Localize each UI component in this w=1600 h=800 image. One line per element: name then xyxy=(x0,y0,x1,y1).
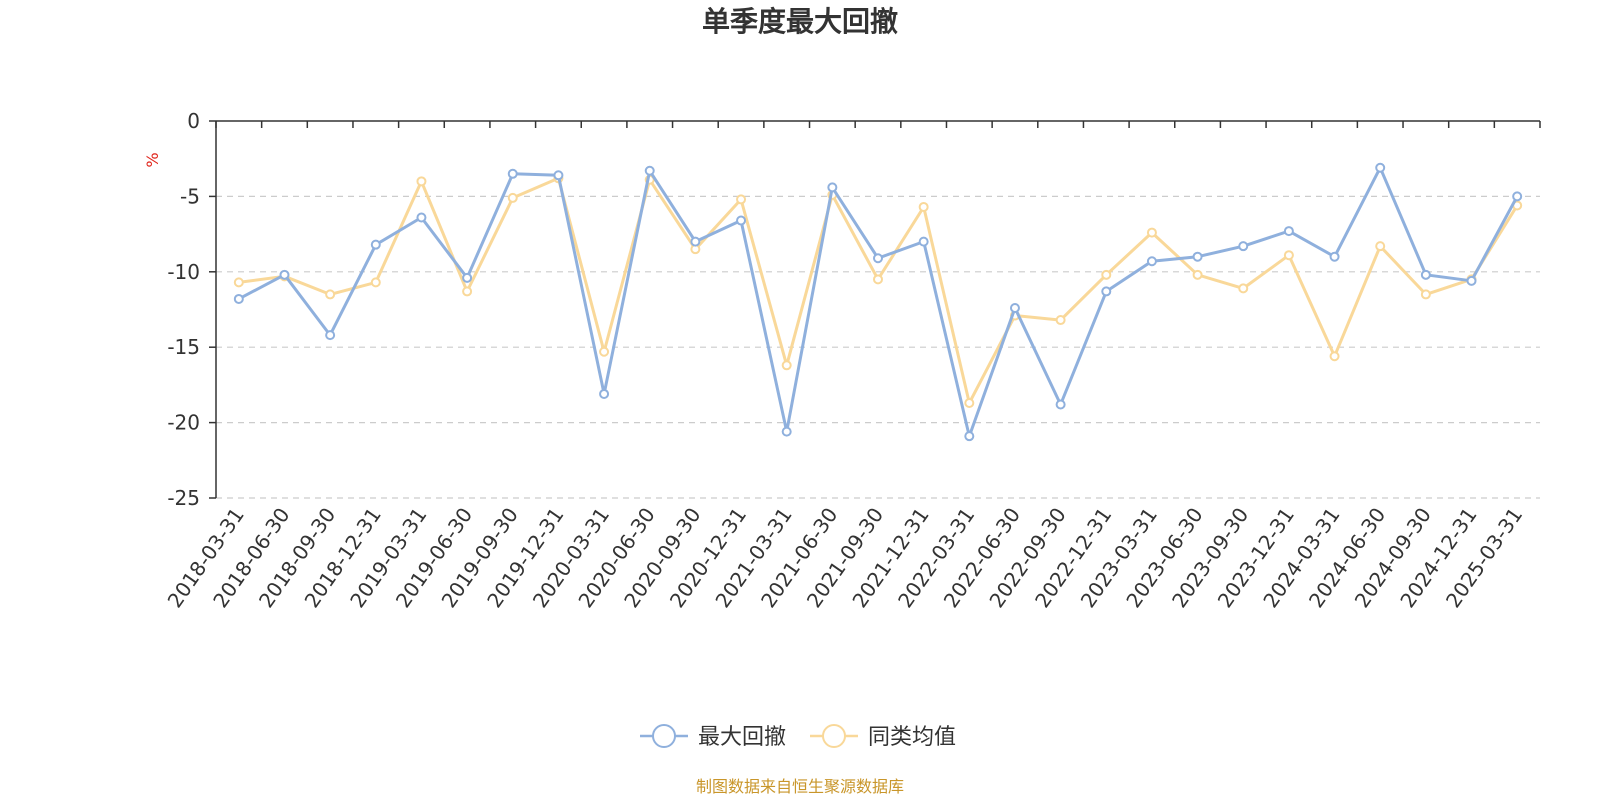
legend[interactable]: 最大回撤 同类均值 xyxy=(640,724,956,750)
data-point[interactable] xyxy=(1283,226,1294,237)
legend-marker-icon xyxy=(822,724,846,748)
data-point[interactable] xyxy=(873,253,883,264)
series-line xyxy=(238,176,1519,405)
data-point[interactable] xyxy=(736,194,747,205)
data-point[interactable] xyxy=(416,176,427,187)
data-point[interactable] xyxy=(736,215,747,226)
data-point[interactable] xyxy=(781,426,792,437)
data-point[interactable] xyxy=(1375,162,1386,173)
data-point[interactable] xyxy=(370,239,381,250)
y-tick-label: -25 xyxy=(167,486,200,510)
y-unit-label: % xyxy=(143,152,162,167)
y-tick-label: -10 xyxy=(167,260,200,284)
data-point[interactable] xyxy=(964,397,975,408)
grid-lines xyxy=(216,195,1540,499)
data-point[interactable] xyxy=(325,289,336,300)
data-point[interactable] xyxy=(233,293,244,304)
data-point[interactable] xyxy=(1009,302,1020,313)
y-tick-label: 0 xyxy=(187,109,200,133)
series-1 xyxy=(233,162,1523,442)
legend-label: 最大回撤 xyxy=(698,725,786,750)
data-point[interactable] xyxy=(599,388,610,399)
y-tick-label: -20 xyxy=(167,411,200,435)
data-point[interactable] xyxy=(690,236,701,247)
y-tick-label: -15 xyxy=(167,335,200,359)
data-point[interactable] xyxy=(1146,256,1157,267)
series-2 xyxy=(233,173,1523,408)
data-point[interactable] xyxy=(1420,269,1431,280)
data-point[interactable] xyxy=(1512,191,1523,202)
data-point[interactable] xyxy=(1466,275,1477,286)
data-point[interactable] xyxy=(1238,241,1249,252)
data-point[interactable] xyxy=(827,182,838,193)
data-point[interactable] xyxy=(1192,251,1203,262)
legend-item-2[interactable]: 同类均值 xyxy=(810,724,956,750)
data-point[interactable] xyxy=(1055,399,1066,410)
data-point[interactable] xyxy=(1192,269,1203,280)
data-point[interactable] xyxy=(1146,227,1157,238)
legend-label: 同类均值 xyxy=(868,725,956,750)
data-point[interactable] xyxy=(918,236,929,247)
data-point[interactable] xyxy=(918,201,929,212)
data-point[interactable] xyxy=(1101,269,1112,280)
data-point[interactable] xyxy=(233,277,244,288)
y-tick-label: -5 xyxy=(180,184,200,208)
data-point[interactable] xyxy=(553,170,564,181)
data-point[interactable] xyxy=(1375,241,1386,252)
data-point[interactable] xyxy=(462,286,473,297)
data-point[interactable] xyxy=(1283,250,1294,261)
data-point[interactable] xyxy=(644,165,655,176)
data-point[interactable] xyxy=(1420,289,1431,300)
chart-title: 单季度最大回撤 xyxy=(702,5,898,38)
legend-item-1[interactable]: 最大回撤 xyxy=(640,724,786,750)
data-point[interactable] xyxy=(1101,286,1112,297)
data-point[interactable] xyxy=(1329,251,1340,262)
data-point[interactable] xyxy=(781,360,792,371)
data-point[interactable] xyxy=(370,277,381,288)
data-point[interactable] xyxy=(1329,351,1340,362)
data-point[interactable] xyxy=(416,212,427,223)
data-point[interactable] xyxy=(873,274,883,285)
legend-marker-icon xyxy=(652,724,676,748)
data-point[interactable] xyxy=(507,168,518,179)
data-point[interactable] xyxy=(279,269,290,280)
data-point[interactable] xyxy=(964,431,975,442)
series-layer xyxy=(233,162,1523,442)
data-point[interactable] xyxy=(507,192,518,203)
data-point[interactable] xyxy=(599,346,610,357)
data-point[interactable] xyxy=(1238,283,1249,294)
data-point[interactable] xyxy=(1055,315,1066,326)
data-point[interactable] xyxy=(462,272,473,283)
source-note: 制图数据来自恒生聚源数据库 xyxy=(696,777,904,796)
series-line xyxy=(238,166,1519,438)
data-point[interactable] xyxy=(325,330,336,341)
